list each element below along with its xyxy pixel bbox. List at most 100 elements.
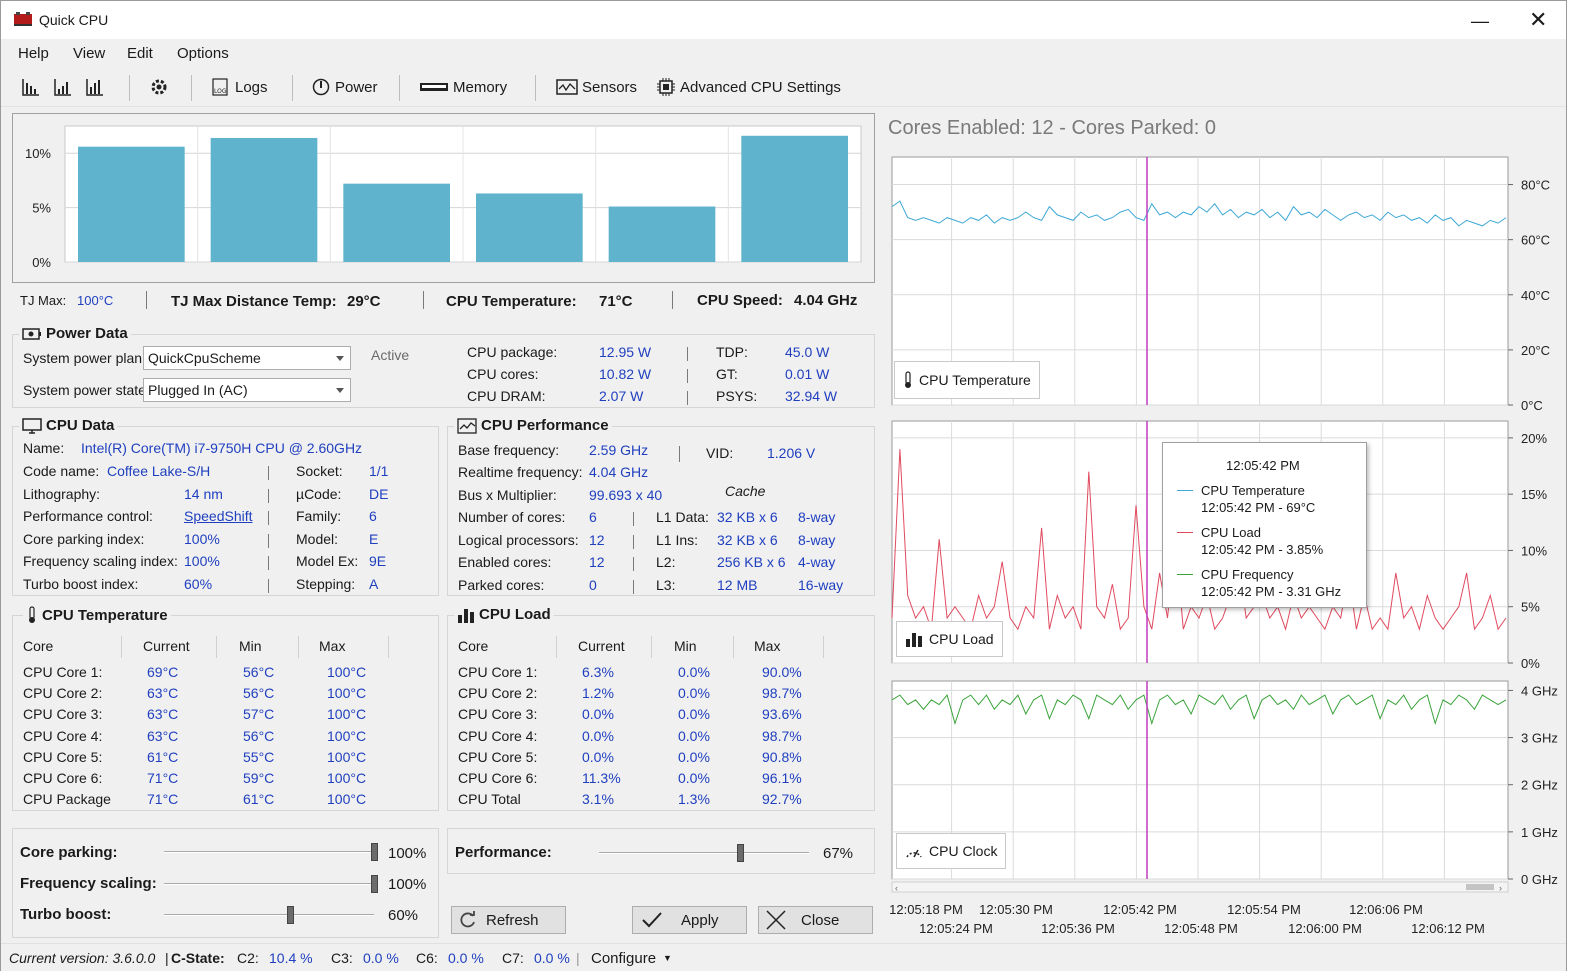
cpu-temp-value: 71°C xyxy=(599,293,633,310)
temperature-y-tick-label: 20°C xyxy=(1521,343,1550,358)
summary-separator xyxy=(146,291,147,309)
svg-text:LOG: LOG xyxy=(214,88,227,95)
cpu-data-group: CPU Data Name: Intel(R) Core(TM) i7-9750… xyxy=(12,417,439,596)
load-y-tick-label: 15% xyxy=(1521,487,1547,502)
bar-chart-1-icon[interactable] xyxy=(21,77,41,97)
logs-label: Logs xyxy=(235,78,268,96)
cpu-clock-graph-tab[interactable]: CPU Clock xyxy=(896,833,1007,869)
sensors-button[interactable]: Sensors xyxy=(556,77,637,97)
menu-view[interactable]: View xyxy=(73,45,106,62)
table-cell: 71°C xyxy=(147,791,179,808)
bar-chart-2-icon[interactable] xyxy=(53,77,73,97)
power-separator xyxy=(687,347,688,361)
table-cell: 0.0% xyxy=(582,706,614,723)
cpu-data-value: Coffee Lake-S/H xyxy=(107,463,211,479)
apply-button[interactable]: Apply xyxy=(632,906,747,934)
bar-chart-3-icon[interactable] xyxy=(85,77,105,97)
table-cell: 1.2% xyxy=(582,685,614,702)
cpu-data-value[interactable]: SpeedShift xyxy=(184,508,253,524)
turbo-boost-slider[interactable] xyxy=(164,914,374,916)
power-state-label: System power state: xyxy=(23,382,150,398)
x-tick-label: 12:06:00 PM xyxy=(1288,921,1362,936)
logs-button[interactable]: LOG Logs xyxy=(211,77,268,97)
toolbar-separator xyxy=(191,75,192,101)
menu-help[interactable]: Help xyxy=(18,45,49,62)
cpu-load-group: CPU Load Core Current Min Max CPU Core 1: 6.3… xyxy=(447,606,875,811)
time-scrollbar[interactable] xyxy=(891,881,1509,893)
configure-menu[interactable]: Configure xyxy=(591,950,657,967)
performance-slider[interactable] xyxy=(599,852,809,854)
power-reading-value: 12.95 W xyxy=(599,344,652,360)
cpu-data-separator xyxy=(268,578,269,593)
table-cell: 92.7% xyxy=(762,791,802,808)
scroll-left-icon[interactable]: ‹ xyxy=(895,883,898,893)
cpu-data-separator xyxy=(268,488,269,503)
cache-size-value: 32 KB x 6 xyxy=(717,531,778,548)
tj-max-value: 100°C xyxy=(77,293,114,308)
table-cell: 56°C xyxy=(243,664,275,680)
tooltip-load-value: 12:05:42 PM - 3.85% xyxy=(1201,542,1324,557)
cpu-load-graph-tab[interactable]: CPU Load xyxy=(896,621,1003,657)
table-cell: 63°C xyxy=(147,727,179,744)
cpu-perf-value: 12 xyxy=(589,531,605,548)
tj-max-label: TJ Max: xyxy=(20,293,67,308)
cpu-data-value-2: E xyxy=(369,530,379,547)
core-parking-slider[interactable] xyxy=(164,851,374,853)
tj-distance-label: TJ Max Distance Temp: xyxy=(171,293,337,310)
table-header-divider xyxy=(298,636,299,658)
table-row-label: CPU Core 2: xyxy=(458,685,538,702)
speedometer-icon xyxy=(906,849,922,858)
configure-dropdown-icon[interactable]: ▼ xyxy=(663,953,672,963)
title-bar: Quick CPU — ✕ xyxy=(1,1,1566,39)
core-load-bar xyxy=(210,137,318,262)
cpu-data-value: 100% xyxy=(184,553,220,569)
x-tick-label: 12:05:48 PM xyxy=(1164,921,1238,936)
power-button[interactable]: Power xyxy=(311,77,378,97)
x-tick-label: 12:06:12 PM xyxy=(1411,921,1485,936)
main-content: 10% 5% 0% TJ Max: 100°C TJ Max Distance Te… xyxy=(1,107,1566,949)
cpu-temperature-graph-tab[interactable]: CPU Temperature xyxy=(894,361,1040,399)
close-window-icon[interactable]: ✕ xyxy=(1529,7,1548,32)
menu-options[interactable]: Options xyxy=(177,45,229,62)
advanced-cpu-settings-button[interactable]: Advanced CPU Settings xyxy=(656,77,841,97)
performance-slider-thumb[interactable] xyxy=(736,844,744,862)
cache-level-label: L3: xyxy=(656,576,676,593)
toolbar-separator xyxy=(399,75,400,101)
cpu-perf-label: Parked cores: xyxy=(458,576,545,593)
cpu-data-label: Lithography: xyxy=(23,485,101,502)
table-header: Max xyxy=(754,638,781,654)
table-cell: 100°C xyxy=(327,727,367,744)
power-plan-select[interactable]: QuickCpuScheme xyxy=(143,346,351,370)
power-separator xyxy=(687,391,688,405)
power-state-select[interactable]: Plugged In (AC) xyxy=(143,378,351,402)
frequency-scaling-slider[interactable] xyxy=(164,883,374,885)
turbo-boost-slider-thumb[interactable] xyxy=(287,906,294,924)
close-button[interactable]: Close xyxy=(758,906,873,934)
table-cell: 100°C xyxy=(327,685,367,702)
table-cell: 61°C xyxy=(147,748,179,765)
performance-chart-icon xyxy=(457,417,477,434)
memory-button[interactable]: Memory xyxy=(419,77,507,97)
core-parking-slider-thumb[interactable] xyxy=(371,843,378,861)
tooltip-frequency-value: 12:05:42 PM - 3.31 GHz xyxy=(1201,584,1342,599)
cpu-data-title: CPU Data xyxy=(19,417,118,434)
menu-edit[interactable]: Edit xyxy=(127,45,153,62)
cpu-load-title: CPU Load xyxy=(454,606,554,623)
load-y-tick-label: 5% xyxy=(1521,600,1540,615)
frequency-scaling-slider-thumb[interactable] xyxy=(371,875,378,893)
table-header-divider xyxy=(556,636,557,658)
time-scrollbar-thumb[interactable] xyxy=(1466,884,1494,890)
cpu-data-separator xyxy=(268,466,269,480)
toolbar-separator xyxy=(292,75,293,101)
minimize-icon[interactable]: — xyxy=(1471,11,1489,31)
frequency-scaling-value: 100% xyxy=(388,876,427,893)
settings-gear-icon[interactable] xyxy=(149,77,169,97)
cpu-data-value-2: 9E xyxy=(369,553,387,569)
cstate-label: C-State: xyxy=(171,950,225,966)
table-header-divider xyxy=(823,636,824,658)
cache-level-label: L1 Ins: xyxy=(656,531,699,548)
scroll-right-icon[interactable]: › xyxy=(1499,883,1502,893)
power-reading-value: 10.82 W xyxy=(599,366,652,382)
table-cell: 0.0% xyxy=(582,727,614,744)
refresh-button[interactable]: Refresh xyxy=(451,906,566,934)
